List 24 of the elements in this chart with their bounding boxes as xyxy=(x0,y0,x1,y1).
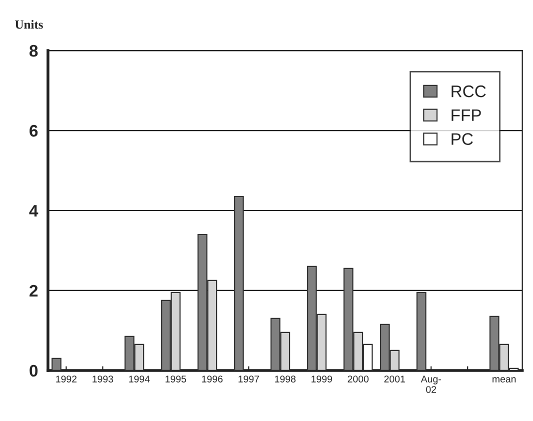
y-tick-label: 0 xyxy=(30,364,38,377)
y-tick-label: 2 xyxy=(30,284,38,297)
x-tick-label: 1996 xyxy=(202,376,223,382)
bar xyxy=(416,292,426,370)
x-tick-label: 2000 xyxy=(348,376,369,382)
x-tick-label: 1994 xyxy=(129,376,150,382)
x-tick-label: 2001 xyxy=(384,376,405,382)
y-tick-label: 8 xyxy=(30,44,38,57)
x-tick-label: 1993 xyxy=(92,376,114,382)
y-tick-label: 4 xyxy=(29,205,38,217)
x-tick-label: 1999 xyxy=(312,376,332,382)
x-tick-label: 1998 xyxy=(275,376,296,382)
bar xyxy=(52,358,62,370)
y-tick-label: 6 xyxy=(30,124,38,137)
legend-label: RCC xyxy=(452,85,486,98)
y-axis-title: Units xyxy=(15,20,43,29)
x-tick-label: 1995 xyxy=(166,376,186,382)
x-tick-label: 1997 xyxy=(238,376,259,382)
legend-label: FFP xyxy=(452,109,481,121)
x-tick-label: mean xyxy=(492,377,516,382)
x-tick-label: 1992 xyxy=(56,376,77,382)
x-tick-label: Aug- 02 xyxy=(420,376,441,393)
legend-label: PC xyxy=(452,133,473,145)
bar xyxy=(234,196,244,370)
